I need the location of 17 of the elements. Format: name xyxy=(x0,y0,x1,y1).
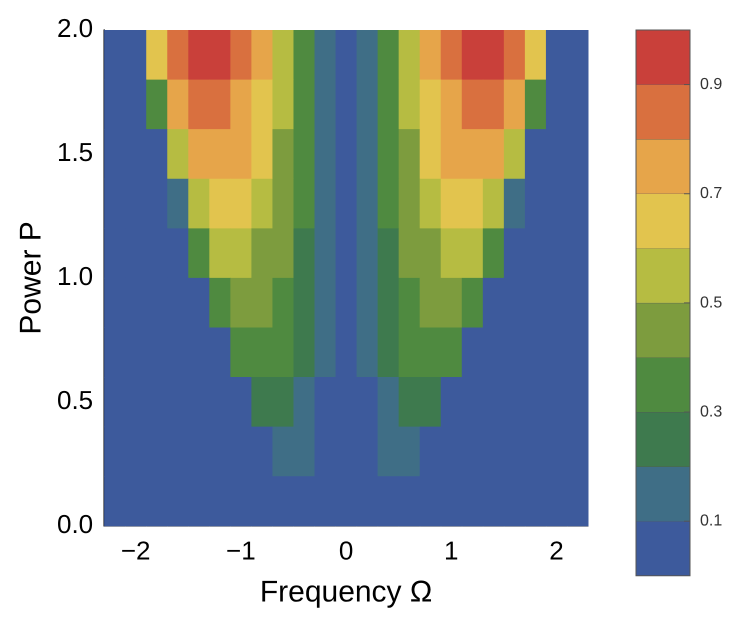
y-tick-label: 1.0 xyxy=(56,261,94,292)
x-tick-label: 1 xyxy=(444,536,458,566)
y-tick-label: 0.5 xyxy=(56,385,94,416)
x-tick-label: −1 xyxy=(226,536,256,566)
color-bar-label: 0.3 xyxy=(700,403,722,420)
x-tick-label: 0 xyxy=(338,536,354,566)
x-axis-title: Frequency Ω xyxy=(260,575,432,608)
x-tick-label: −2 xyxy=(120,536,151,566)
color-bar-label: 0.9 xyxy=(700,76,722,93)
color-bar-label: 0.1 xyxy=(700,512,722,530)
y-tick-label: 2.0 xyxy=(56,13,94,44)
y-axis-title: Power P xyxy=(14,221,48,335)
y-tick-label: 0.0 xyxy=(56,508,94,539)
color-bar-label: 0.5 xyxy=(700,294,722,312)
color-bar-label: 0.7 xyxy=(700,185,722,202)
x-tick-label: 2 xyxy=(549,536,564,566)
y-tick-label: 1.5 xyxy=(56,137,94,168)
